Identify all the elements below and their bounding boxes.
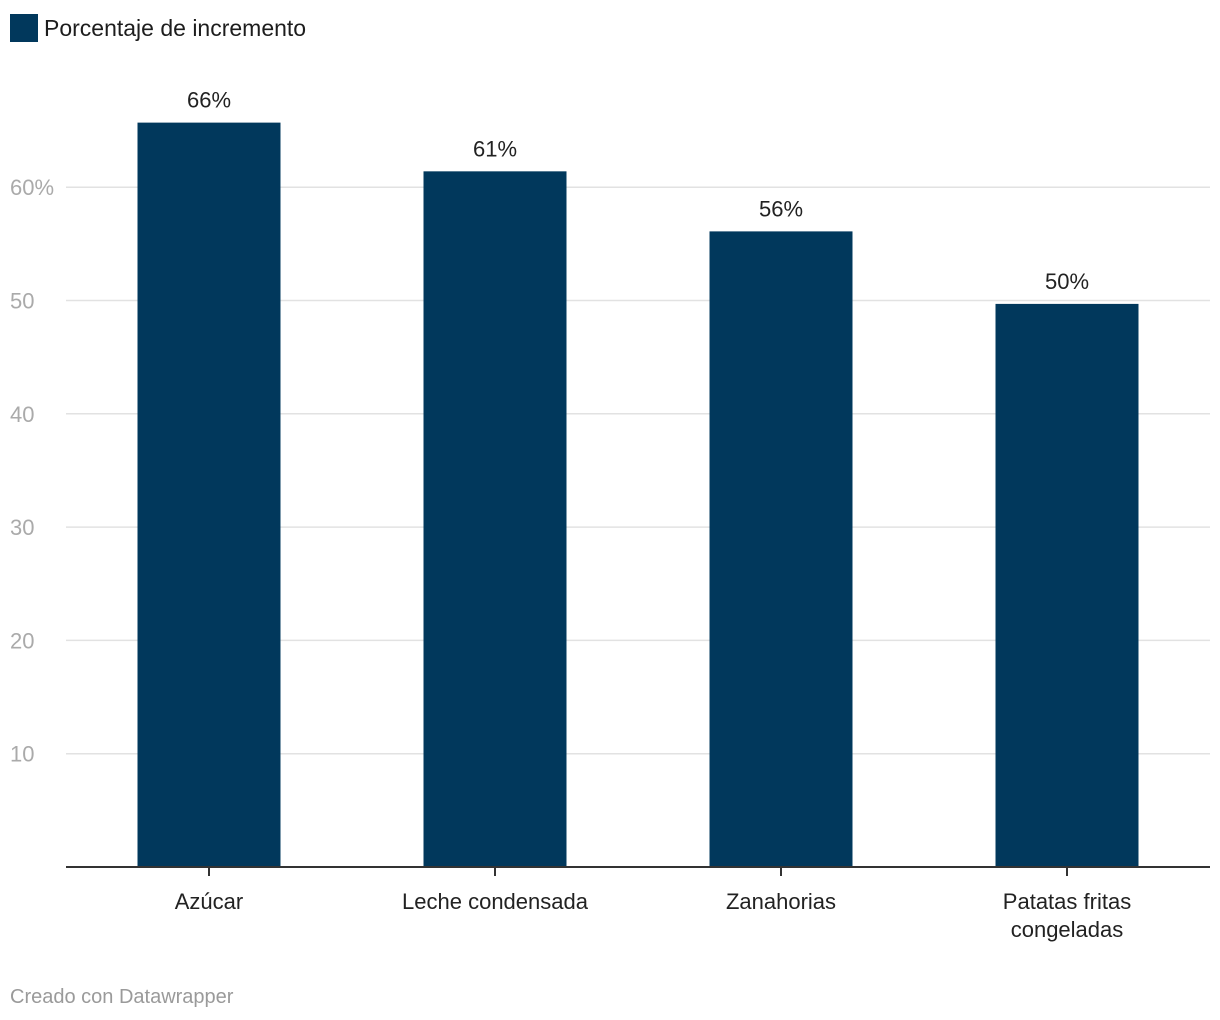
value-labels: 66% 61% 56% 50% xyxy=(187,88,1089,294)
y-tick-label: 30 xyxy=(10,515,34,540)
y-tick-label: 40 xyxy=(10,402,34,427)
data-label: 66% xyxy=(187,88,231,113)
y-tick-label: 20 xyxy=(10,628,34,653)
data-label: 61% xyxy=(473,136,517,161)
bar xyxy=(995,303,1139,867)
x-tick-label: Leche condensada xyxy=(402,889,589,914)
x-axis: Azúcar Leche condensada Zanahorias Patatas … xyxy=(66,866,1210,942)
bar xyxy=(709,231,853,868)
bars xyxy=(137,122,1139,868)
y-axis-ticks: 10 20 30 40 50 60% xyxy=(10,175,54,767)
y-tick-label: 60% xyxy=(10,175,54,200)
legend-swatch xyxy=(10,14,38,42)
x-tick-label: Zanahorias xyxy=(726,889,836,914)
bar xyxy=(423,171,567,867)
legend-label: Porcentaje de incremento xyxy=(44,15,306,41)
data-label: 50% xyxy=(1045,269,1089,294)
data-label: 56% xyxy=(759,196,803,221)
y-tick-label: 10 xyxy=(10,742,34,767)
legend: Porcentaje de incremento xyxy=(10,14,306,42)
bar xyxy=(137,122,281,867)
footer-credit: Creado con Datawrapper xyxy=(10,986,234,1008)
x-tick-label: Patatas fritas congeladas xyxy=(1003,889,1131,942)
x-tick-label: Azúcar xyxy=(175,889,243,914)
y-tick-label: 50 xyxy=(10,289,34,314)
